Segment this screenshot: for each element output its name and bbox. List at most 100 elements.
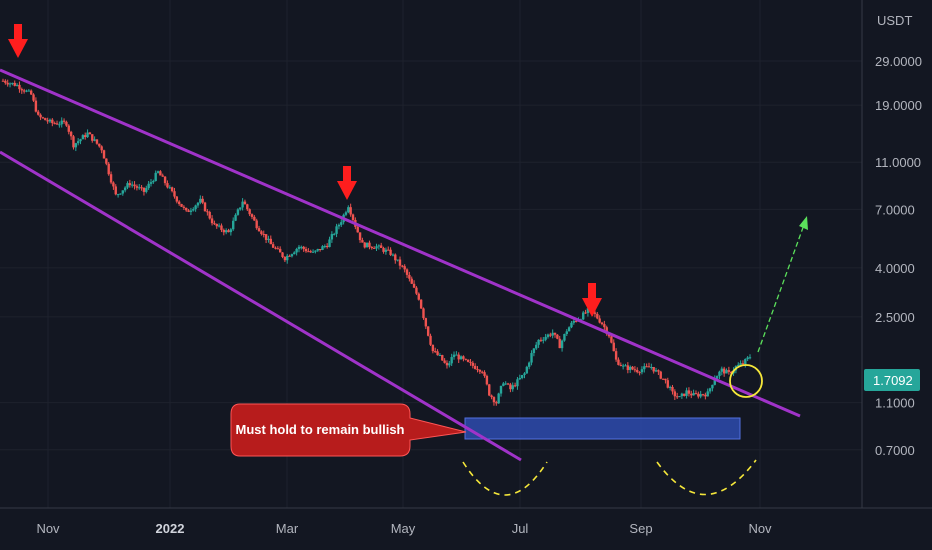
time-tick-label: 2022 [156, 521, 185, 536]
candle-body [335, 226, 338, 234]
candlestick-series [1, 78, 752, 406]
candle-body [429, 335, 432, 345]
candle-body [652, 367, 655, 372]
candle-body [685, 390, 688, 396]
candle-body [100, 146, 103, 151]
candle-body [452, 354, 456, 358]
candle-body [690, 393, 693, 396]
candle-body [6, 82, 9, 85]
candle-body [269, 238, 272, 245]
candle-body [542, 339, 545, 341]
candle-body [405, 269, 409, 275]
candle-body [81, 135, 85, 140]
candle-body [44, 118, 47, 121]
candle-body [58, 124, 61, 126]
candle-body [95, 139, 99, 144]
candle-body [128, 183, 132, 186]
lower-trendline [0, 150, 522, 462]
breakout-circle [729, 364, 763, 398]
price-tick-label: 11.0000 [875, 155, 921, 170]
price-tick-label: 7.0000 [875, 202, 915, 217]
candle-body [502, 383, 505, 386]
annotation-text: Must hold to remain bullish [236, 422, 405, 437]
candle-body [168, 187, 171, 189]
time-tick-label: Mar [276, 521, 299, 536]
candle-body [556, 334, 559, 339]
candle-body [675, 396, 679, 398]
candle-body [93, 139, 96, 141]
candle-body [570, 322, 573, 328]
candle-body [295, 248, 298, 253]
candle-body [196, 202, 200, 206]
candle-body [699, 394, 702, 397]
candle-body [600, 322, 604, 325]
candle-body [368, 242, 371, 248]
candle-body [32, 94, 35, 101]
candle-body [539, 339, 543, 341]
candle-body [434, 351, 437, 353]
candle-body [46, 120, 49, 122]
candle-body [375, 246, 378, 249]
last-price-value: 1.7092 [873, 373, 913, 388]
candle-body [584, 312, 587, 314]
candle-body [744, 359, 747, 365]
candle-body [574, 320, 578, 322]
candle-body [152, 181, 155, 183]
candle-body [720, 368, 724, 372]
candle-body [349, 207, 352, 215]
candle-body [661, 378, 665, 380]
candle-body [455, 354, 458, 356]
candle-body [86, 132, 89, 138]
candle-body [532, 348, 536, 354]
candle-body [527, 362, 531, 367]
candle-body [680, 393, 684, 397]
candle-body [177, 201, 181, 204]
time-tick-label: Nov [36, 521, 60, 536]
candle-body [234, 214, 237, 221]
price-tick-label: 0.7000 [875, 443, 915, 458]
candle-body [37, 111, 40, 115]
candle-body [147, 183, 150, 189]
candle-body [701, 394, 705, 396]
candle-body [466, 359, 470, 362]
price-tick-label: 1.1000 [875, 396, 915, 411]
candle-body [417, 293, 420, 300]
candle-body [91, 134, 94, 141]
candle-body [344, 212, 348, 215]
candle-body [307, 251, 310, 253]
candle-body [478, 369, 482, 372]
candle-body [253, 216, 256, 221]
candle-body [683, 393, 686, 396]
candle-body [107, 163, 110, 175]
candle-body [567, 327, 571, 332]
candle-body [565, 331, 568, 335]
candle-body [126, 183, 129, 188]
candle-body [687, 390, 691, 394]
candle-body [182, 206, 186, 208]
time-tick-label: Nov [748, 521, 772, 536]
candle-body [492, 397, 496, 403]
candle-body [603, 324, 606, 328]
candle-body [633, 369, 637, 371]
candle-body [553, 332, 557, 335]
candle-body [180, 203, 183, 207]
candle-body [614, 351, 618, 360]
candle-body [18, 84, 21, 90]
candle-body [318, 248, 322, 251]
support-zone [464, 417, 741, 440]
candle-body [229, 229, 233, 233]
candle-body [664, 378, 667, 381]
candle-body [53, 123, 56, 125]
candle-body [8, 83, 12, 85]
candle-body [232, 220, 235, 230]
candle-body [220, 225, 223, 230]
candle-body [283, 256, 287, 261]
candle-body [264, 234, 268, 240]
candle-body [582, 312, 585, 320]
candle-body [278, 248, 282, 253]
candle-body [133, 184, 136, 187]
candle-body [387, 249, 390, 251]
candle-body [138, 187, 141, 189]
candle-body [260, 231, 263, 235]
time-tick-label: Jul [512, 521, 529, 536]
